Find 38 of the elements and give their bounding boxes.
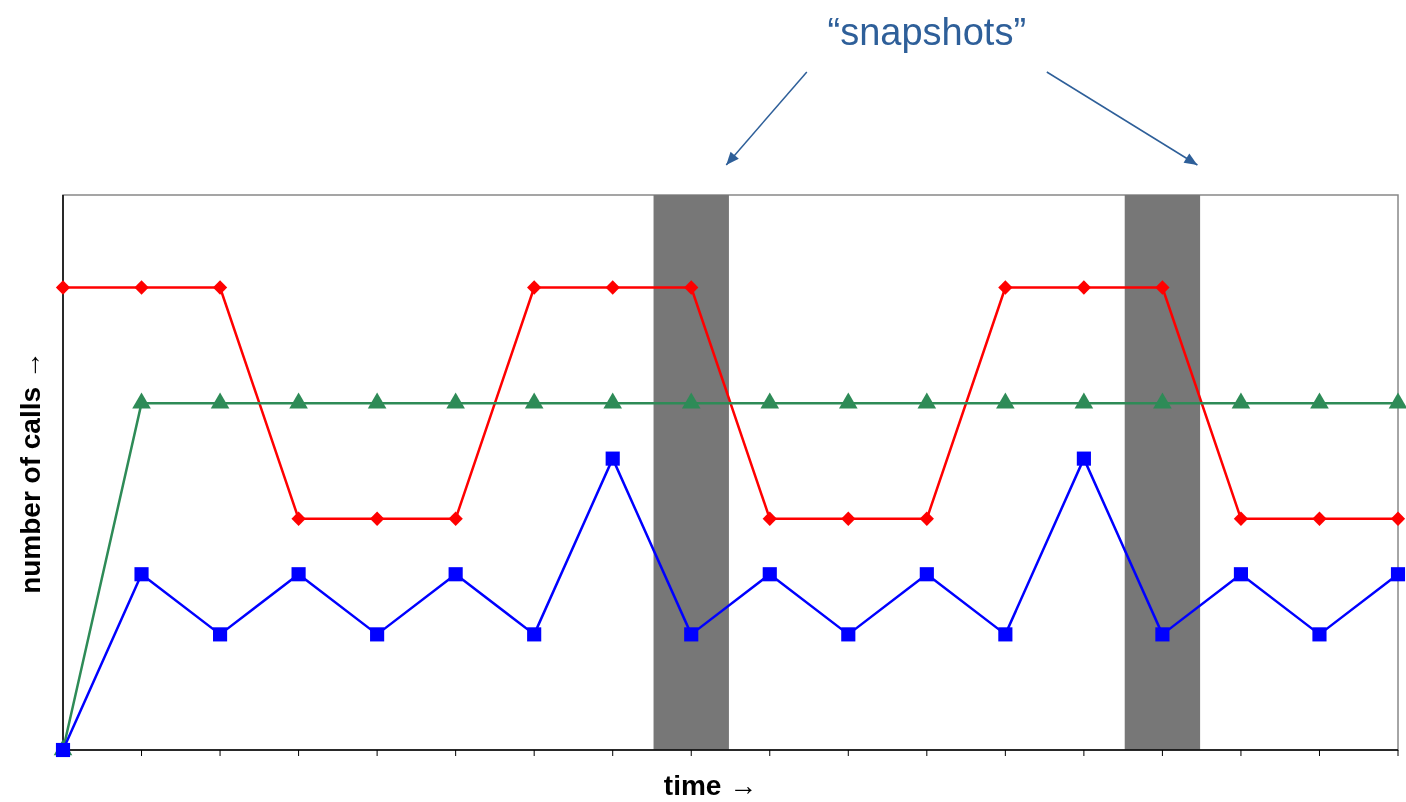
point xyxy=(1155,627,1170,642)
point xyxy=(998,280,1013,295)
point xyxy=(527,280,542,295)
point xyxy=(762,567,777,582)
point xyxy=(448,511,463,526)
x-axis-title: time → xyxy=(663,770,758,801)
point xyxy=(1390,511,1406,526)
point xyxy=(605,280,620,295)
point xyxy=(684,280,699,295)
point xyxy=(1076,280,1092,295)
point xyxy=(212,627,228,642)
point xyxy=(1076,451,1091,466)
point xyxy=(55,280,71,295)
y-axis-title: number of calls → xyxy=(15,351,46,594)
point xyxy=(134,567,149,582)
point xyxy=(605,451,620,466)
point xyxy=(448,567,463,582)
point xyxy=(841,627,856,642)
point xyxy=(762,511,777,526)
text: “snapshots” xyxy=(827,11,1027,53)
point xyxy=(134,280,149,295)
point xyxy=(1312,511,1327,526)
point xyxy=(919,567,934,582)
point xyxy=(1155,280,1170,295)
point xyxy=(1233,511,1249,526)
point xyxy=(291,567,306,582)
point xyxy=(1312,627,1327,642)
point xyxy=(1390,567,1406,582)
point xyxy=(212,280,228,295)
point xyxy=(370,627,385,642)
point xyxy=(684,627,699,642)
point xyxy=(1233,567,1249,582)
point xyxy=(291,511,306,526)
point xyxy=(369,511,385,526)
point xyxy=(998,627,1013,642)
point xyxy=(527,627,542,642)
point xyxy=(841,511,856,526)
point xyxy=(919,511,934,526)
